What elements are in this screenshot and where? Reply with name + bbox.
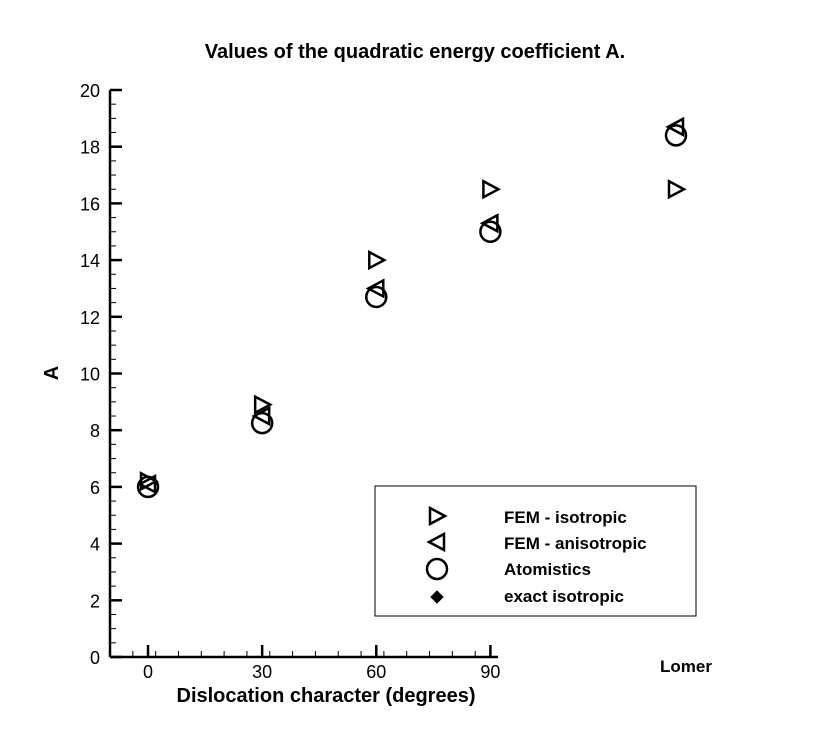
data-point-circle	[136, 475, 160, 499]
legend-label-fem-isotropic: FEM - isotropic	[504, 508, 627, 527]
x-tick-label: 60	[366, 662, 386, 682]
legend-symbol-circle	[425, 557, 449, 581]
data-point-circle	[479, 220, 502, 243]
legend-marker-triangle-right	[428, 505, 448, 527]
legend-box	[374, 485, 697, 617]
legend-label-fem-anisotropic: FEM - anisotropic	[504, 534, 647, 553]
y-tick-label: 20	[80, 81, 100, 101]
y-ticks: 0 2 4 6 8 10 12 14 16 18 20	[80, 81, 122, 668]
legend-entry-fem-anisotropic: FEM - anisotropic	[426, 531, 647, 553]
legend-marker-diamond	[430, 590, 444, 604]
x-tick-label: 30	[252, 662, 272, 682]
y-tick-label: 10	[80, 365, 100, 385]
legend-marker-triangle-left	[426, 531, 446, 553]
data-points	[136, 116, 688, 499]
data-point-circle	[250, 411, 274, 435]
chart-title: Values of the quadratic energy coefficie…	[205, 41, 625, 63]
legend-marker-circle	[425, 557, 449, 581]
x-tick-label: 0	[143, 662, 153, 682]
y-tick-label: 4	[90, 535, 100, 555]
legend-symbol-triangle-right	[428, 505, 448, 527]
x-axis-label: Dislocation character (degrees)	[177, 685, 476, 707]
y-tick-label: 16	[80, 194, 100, 214]
legend-entry-atomistics: Atomistics	[425, 557, 591, 581]
legend-label-exact-isotropic: exact isotropic	[504, 587, 624, 606]
y-tick-label: 12	[80, 308, 100, 328]
data-point-triangle-right	[253, 394, 273, 415]
data-point-triangle-right	[667, 179, 687, 200]
y-tick-label: 6	[90, 478, 100, 498]
y-axis-label: A	[41, 366, 63, 380]
y-tick-label: 2	[90, 591, 100, 611]
data-point-circle	[664, 124, 688, 147]
y-tick-label: 0	[90, 648, 100, 668]
data-point-triangle-left	[137, 473, 157, 495]
data-point-circle	[365, 285, 388, 309]
legend: FEM - isotropic FEM - anisotropic Atomis…	[374, 485, 697, 617]
legend-entry-fem-isotropic: FEM - isotropic	[428, 505, 627, 527]
legend-entry-exact-isotropic: exact isotropic	[430, 587, 624, 606]
data-point-triangle-right	[482, 179, 502, 200]
lomer-label: Lomer	[660, 657, 712, 676]
x-ticks: 0 30 60 90	[109, 645, 500, 682]
legend-label-atomistics: Atomistics	[504, 560, 591, 579]
x-tick-label: 90	[480, 662, 500, 682]
y-tick-label: 14	[80, 251, 100, 271]
legend-symbol-diamond	[430, 590, 444, 604]
legend-symbol-triangle-left	[426, 531, 446, 553]
y-tick-label: 18	[80, 138, 100, 158]
y-tick-label: 8	[90, 421, 100, 441]
data-point-triangle-right	[368, 250, 387, 271]
